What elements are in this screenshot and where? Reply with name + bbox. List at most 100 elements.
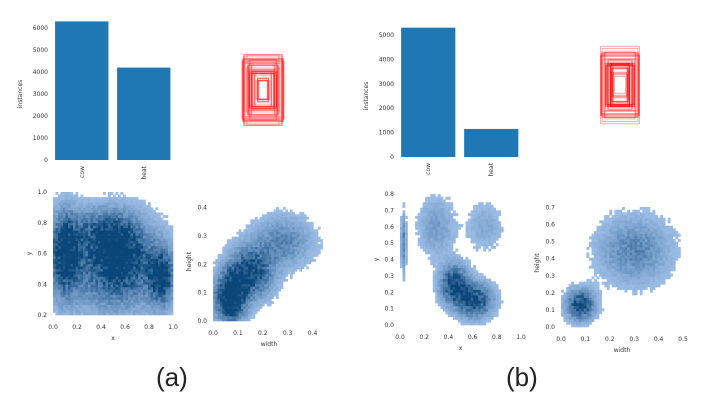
heatmap-cell [269,244,272,247]
heatmap-cell [153,276,156,280]
heatmap-cell [110,233,114,236]
heatmap-cell [95,225,99,229]
heatmap-cell [143,222,146,226]
heatmap-cell [578,319,582,322]
heatmap-cell [586,321,590,325]
heatmap-cell [435,204,439,208]
heatmap-cell [588,257,592,261]
heatmap-cell [269,278,272,282]
heatmap-cell [468,314,471,318]
heatmap-cell [135,199,139,203]
heatmap-cell [90,299,94,303]
heatmap-cell [241,301,244,304]
heatmap-cell [304,221,307,225]
heatmap-cell [170,263,174,267]
heatmap-cell [53,289,56,293]
heatmap-cell [60,248,64,252]
heatmap-cell [70,245,74,249]
heatmap-cell [442,267,446,271]
heatmap-cell [473,308,476,312]
heatmap-cell [103,268,106,272]
heatmap-cell [278,256,281,260]
heatmap-cell [435,221,439,225]
heatmap-cell [241,291,244,295]
heatmap-cell [488,207,492,211]
heatmap-cell [478,322,481,326]
heatmap-cell [297,261,300,265]
heatmap-cell [283,266,286,270]
heatmap-cell [120,266,124,270]
heatmap-cell [290,259,293,262]
heatmap-cell [55,279,59,282]
heatmap-cell [103,253,106,257]
heatmap-cell [266,303,270,307]
heatmap-cell [103,271,106,275]
heatmap-cell [155,307,159,311]
heatmap-cell [123,227,126,231]
heatmap-cell [248,281,251,285]
heatmap-cell [227,271,230,275]
heatmap-cell [143,202,146,206]
heatmap-cell [478,294,481,299]
heatmap-cell [70,197,74,200]
heatmap-cell [402,213,406,217]
heatmap-cell [292,239,295,242]
heatmap-cell [311,241,314,245]
heatmap-cell [113,297,116,300]
heatmap-cell [68,258,71,262]
heatmap-cell [301,246,305,250]
heatmap-cell [255,311,258,314]
heatmap-cell [259,293,263,297]
heatmap-cell [93,258,96,262]
heatmap-cell [450,259,454,263]
heatmap-cell [405,254,408,258]
heatmap-cell [68,233,71,236]
heatmap-cell [163,289,166,293]
heatmap-cell [128,276,131,280]
heatmap-cell [236,308,239,312]
heatmap-cell [271,301,274,304]
heatmap-cell [308,239,312,242]
heatmap-cell [88,279,91,282]
heatmap-cell [402,215,406,219]
heatmap-cell [118,233,121,236]
heatmap-cell [80,217,84,221]
heatmap-cell [55,253,59,257]
heatmap-cell [220,286,223,290]
heatmap-cell [234,291,237,295]
heatmap-cell [120,256,124,259]
heatmap-cell [437,289,441,293]
heatmap-cell [243,229,246,233]
heatmap-cell [262,293,265,297]
heatmap-cell [238,254,242,257]
heatmap-cell [488,294,492,299]
heatmap-cell [108,235,111,239]
heatmap-cell [158,281,161,285]
heatmap-cell [236,311,239,314]
y-tick-label: 0.1 [384,306,394,313]
heatmap-cell [485,294,489,299]
heatmap-cell [120,297,124,300]
heatmap-cell [478,289,481,293]
heatmap-cell [128,258,131,262]
heatmap-cell [100,281,104,285]
heatmap-cell [455,262,459,266]
heatmap-cell [138,238,141,241]
heatmap-cell [123,235,126,239]
heatmap-cell [581,316,585,320]
heatmap-cell [53,271,56,275]
heatmap-cell [488,237,492,241]
heatmap-cell [422,245,426,249]
heatmap-cell [430,248,434,252]
heatmap-cell [138,209,141,213]
heatmap-cell [68,297,71,300]
heatmap-cell [259,246,263,250]
heatmap-cell [470,240,474,244]
heatmap-cell [264,278,267,282]
heatmap-cell [475,229,479,233]
heatmap-cell [588,308,592,312]
heatmap-cell [75,227,79,231]
heatmap-cell [586,316,590,320]
heatmap-cell [571,289,575,293]
heatmap-cell [452,270,456,274]
